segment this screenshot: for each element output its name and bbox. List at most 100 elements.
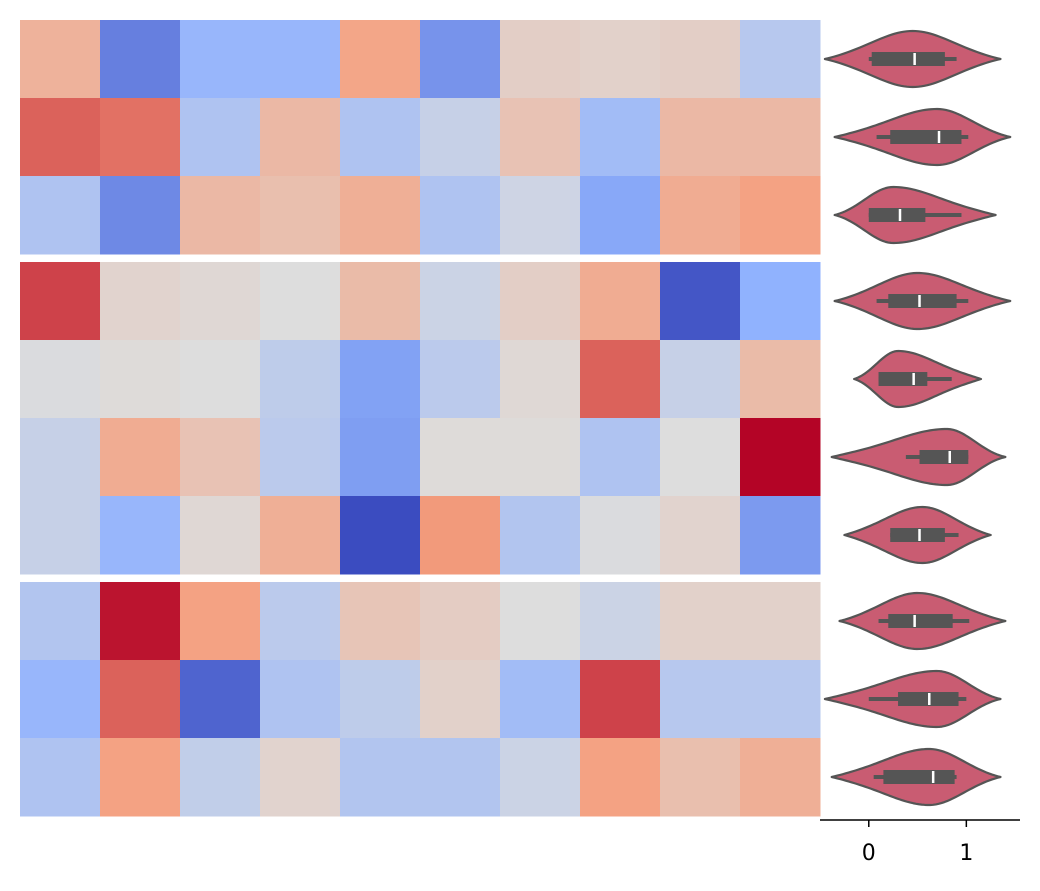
heatmap-cell-r1-c0 xyxy=(20,98,101,177)
heatmap-cell-r6-c8 xyxy=(660,496,741,575)
heatmap-cell-r7-c7 xyxy=(580,582,661,661)
heatmap-cell-r5-c7 xyxy=(580,418,661,497)
heatmap-cell-r3-c8 xyxy=(660,262,741,341)
heatmap-cell-r4-c5 xyxy=(420,340,501,419)
violin-row-4 xyxy=(853,349,983,409)
heatmap-cell-r0-c3 xyxy=(260,20,341,99)
heatmap-cell-r1-c4 xyxy=(340,98,421,177)
heatmap-cell-r0-c2 xyxy=(180,20,261,99)
violin-box-5 xyxy=(919,450,969,464)
heatmap-cell-r1-c3 xyxy=(260,98,341,177)
heatmap-cell-r6-c2 xyxy=(180,496,261,575)
heatmap-cell-r3-c1 xyxy=(100,262,181,341)
heatmap-cell-r3-c5 xyxy=(420,262,501,341)
heatmap-cell-r9-c8 xyxy=(660,738,741,817)
heatmap-cell-r2-c4 xyxy=(340,176,421,255)
heatmap-cell-r9-c5 xyxy=(420,738,501,817)
heatmap-cell-r1-c2 xyxy=(180,98,261,177)
heatmap-cell-r5-c6 xyxy=(500,418,581,497)
heatmap-cell-r9-c2 xyxy=(180,738,261,817)
heatmap-cell-r6-c6 xyxy=(500,496,581,575)
heatmap-cell-r1-c6 xyxy=(500,98,581,177)
heatmap xyxy=(20,20,821,817)
violin-box-6 xyxy=(890,528,945,542)
heatmap-cell-r7-c9 xyxy=(740,582,821,661)
heatmap-cell-r7-c4 xyxy=(340,582,421,661)
heatmap-cell-r2-c9 xyxy=(740,176,821,255)
heatmap-cell-r2-c0 xyxy=(20,176,101,255)
violin-x-tick-label-1: 1 xyxy=(959,841,973,866)
heatmap-cell-r1-c5 xyxy=(420,98,501,177)
heatmap-cell-r0-c8 xyxy=(660,20,741,99)
violin-row-2 xyxy=(833,185,997,245)
heatmap-cell-r8-c4 xyxy=(340,660,421,739)
violin-row-7 xyxy=(838,591,1007,651)
heatmap-cell-r0-c7 xyxy=(580,20,661,99)
heatmap-cell-r0-c5 xyxy=(420,20,501,99)
heatmap-cell-r5-c0 xyxy=(20,418,101,497)
violin-row-1 xyxy=(833,107,1012,167)
heatmap-cell-r8-c3 xyxy=(260,660,341,739)
heatmap-cell-r1-c1 xyxy=(100,98,181,177)
heatmap-cell-r3-c2 xyxy=(180,262,261,341)
heatmap-cell-r0-c0 xyxy=(20,20,101,99)
heatmap-cell-r6-c4 xyxy=(340,496,421,575)
heatmap-cell-r6-c3 xyxy=(260,496,341,575)
violin-box-4 xyxy=(878,372,928,386)
heatmap-cell-r6-c7 xyxy=(580,496,661,575)
heatmap-cell-r5-c8 xyxy=(660,418,741,497)
violin-box-9 xyxy=(883,770,955,784)
heatmap-cell-r6-c0 xyxy=(20,496,101,575)
heatmap-cell-r3-c6 xyxy=(500,262,581,341)
heatmap-cell-r4-c8 xyxy=(660,340,741,419)
heatmap-cell-r9-c1 xyxy=(100,738,181,817)
heatmap-cell-r0-c9 xyxy=(740,20,821,99)
heatmap-cell-r8-c5 xyxy=(420,660,501,739)
heatmap-cell-r4-c7 xyxy=(580,340,661,419)
heatmap-cell-r9-c6 xyxy=(500,738,581,817)
heatmap-cell-r9-c0 xyxy=(20,738,101,817)
heatmap-cell-r3-c0 xyxy=(20,262,101,341)
heatmap-cell-r7-c2 xyxy=(180,582,261,661)
heatmap-cell-r0-c6 xyxy=(500,20,581,99)
violin-box-7 xyxy=(888,614,953,628)
heatmap-cell-r9-c7 xyxy=(580,738,661,817)
heatmap-cell-r5-c9 xyxy=(740,418,821,497)
heatmap-cell-r2-c1 xyxy=(100,176,181,255)
heatmap-cell-r2-c8 xyxy=(660,176,741,255)
violin-panel xyxy=(823,29,1012,807)
heatmap-cell-r5-c4 xyxy=(340,418,421,497)
violin-x-tick-label-0: 0 xyxy=(862,841,876,866)
heatmap-cell-r1-c7 xyxy=(580,98,661,177)
heatmap-cell-r4-c4 xyxy=(340,340,421,419)
heatmap-cell-r9-c9 xyxy=(740,738,821,817)
violin-box-2 xyxy=(868,208,926,222)
heatmap-cell-r1-c9 xyxy=(740,98,821,177)
heatmap-cell-r4-c6 xyxy=(500,340,581,419)
heatmap-cell-r3-c4 xyxy=(340,262,421,341)
heatmap-cell-r7-c5 xyxy=(420,582,501,661)
heatmap-cell-r8-c8 xyxy=(660,660,741,739)
heatmap-cell-r2-c5 xyxy=(420,176,501,255)
heatmap-cell-r2-c6 xyxy=(500,176,581,255)
violin-row-9 xyxy=(830,747,1002,807)
heatmap-cell-r5-c1 xyxy=(100,418,181,497)
violin-row-6 xyxy=(843,505,992,565)
heatmap-cell-r3-c7 xyxy=(580,262,661,341)
heatmap-cell-r4-c1 xyxy=(100,340,181,419)
heatmap-cell-r7-c8 xyxy=(660,582,741,661)
heatmap-cell-r4-c0 xyxy=(20,340,101,419)
violin-row-3 xyxy=(833,271,1012,331)
heatmap-cell-r0-c4 xyxy=(340,20,421,99)
heatmap-cell-r8-c6 xyxy=(500,660,581,739)
heatmap-cell-r4-c3 xyxy=(260,340,341,419)
heatmap-cell-r8-c0 xyxy=(20,660,101,739)
heatmap-cell-r2-c7 xyxy=(580,176,661,255)
heatmap-cell-r7-c1 xyxy=(100,582,181,661)
violin-row-8 xyxy=(823,669,1002,729)
heatmap-cell-r9-c4 xyxy=(340,738,421,817)
violin-box-3 xyxy=(888,294,957,308)
heatmap-cell-r7-c6 xyxy=(500,582,581,661)
